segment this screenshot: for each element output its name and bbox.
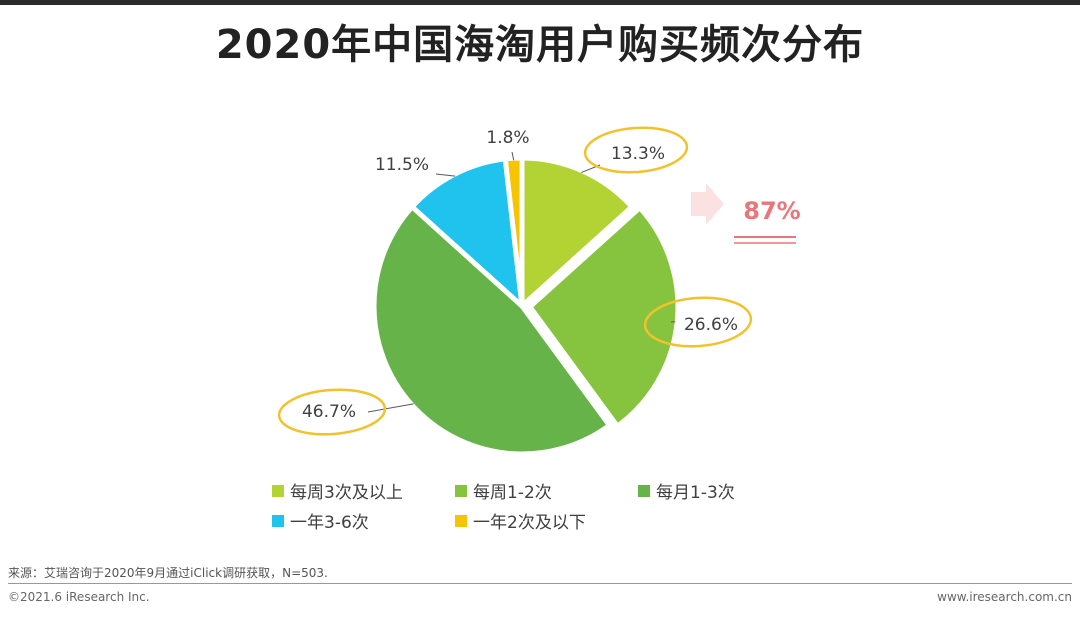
pie-value-label: 26.6% (684, 315, 738, 335)
page-title: 2020年中国海淘用户购买频次分布 (215, 22, 865, 68)
source-note: 来源：艾瑞咨询于2020年9月通过iClick调研获取，N=503. (8, 566, 328, 580)
legend-swatch (455, 484, 467, 497)
top-band (0, 0, 1080, 5)
pie-slices (371, 155, 681, 457)
pie-labels: 13.3% 26.6% 46.7% 11.5% 1.8% (302, 128, 738, 422)
legend-label: 一年3-6次 (290, 513, 369, 533)
leader-line (511, 151, 515, 161)
legend-label: 每月1-3次 (656, 483, 735, 503)
legend-label: 每周3次及以上 (290, 483, 403, 503)
legend-item: 每周3次及以上 (272, 478, 403, 503)
website-link[interactable]: www.iresearch.com.cn (937, 590, 1072, 604)
highlight-circles (277, 126, 753, 436)
pie-value-label: 13.3% (611, 144, 665, 164)
right-arrow-icon (691, 183, 724, 225)
legend-swatch (638, 484, 650, 497)
pie-slice (371, 204, 612, 457)
legend-swatch (455, 514, 467, 527)
highlight-circle (583, 126, 689, 174)
highlight-circle (277, 388, 387, 436)
pie-value-label: 11.5% (375, 155, 429, 175)
legend-item: 一年3-6次 (272, 508, 369, 533)
legend-item: 每月1-3次 (638, 478, 735, 503)
legend-swatch (272, 484, 284, 497)
legend-swatch (272, 514, 284, 527)
leader-line (367, 403, 414, 413)
legend-label: 一年2次及以下 (473, 513, 586, 533)
footer-divider (8, 583, 1072, 584)
pie-slice (409, 156, 525, 309)
legend-label: 每周1-2次 (473, 483, 552, 503)
pie-value-label: 1.8% (486, 128, 529, 148)
highlight-circle (643, 296, 753, 348)
pie-slice (527, 205, 681, 429)
annotation-group: 87% (691, 183, 801, 244)
copyright: ©2021.6 iResearch Inc. (8, 590, 150, 604)
pie-slice (519, 155, 635, 309)
legend-item: 每周1-2次 (455, 478, 552, 503)
annotation-value: 87% (743, 197, 800, 225)
leader-line (435, 173, 456, 177)
pie-value-label: 46.7% (302, 402, 356, 422)
legend-item: 一年2次及以下 (455, 508, 586, 533)
